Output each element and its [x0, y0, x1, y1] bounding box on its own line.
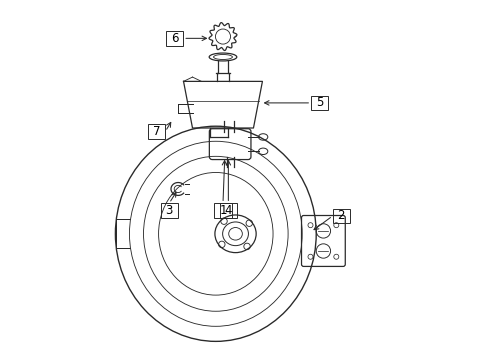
Bar — [160, 203, 178, 218]
Text: 6: 6 — [170, 32, 178, 45]
Text: 4: 4 — [224, 204, 232, 217]
Text: 2: 2 — [337, 210, 345, 222]
Bar — [332, 209, 349, 223]
Bar — [214, 203, 231, 218]
Text: 5: 5 — [315, 96, 323, 109]
Text: 1: 1 — [219, 204, 226, 217]
Bar — [165, 31, 183, 45]
Bar — [219, 203, 237, 218]
Bar — [310, 96, 328, 110]
Text: 3: 3 — [165, 204, 173, 217]
Bar — [148, 125, 165, 139]
Text: 7: 7 — [153, 125, 160, 138]
